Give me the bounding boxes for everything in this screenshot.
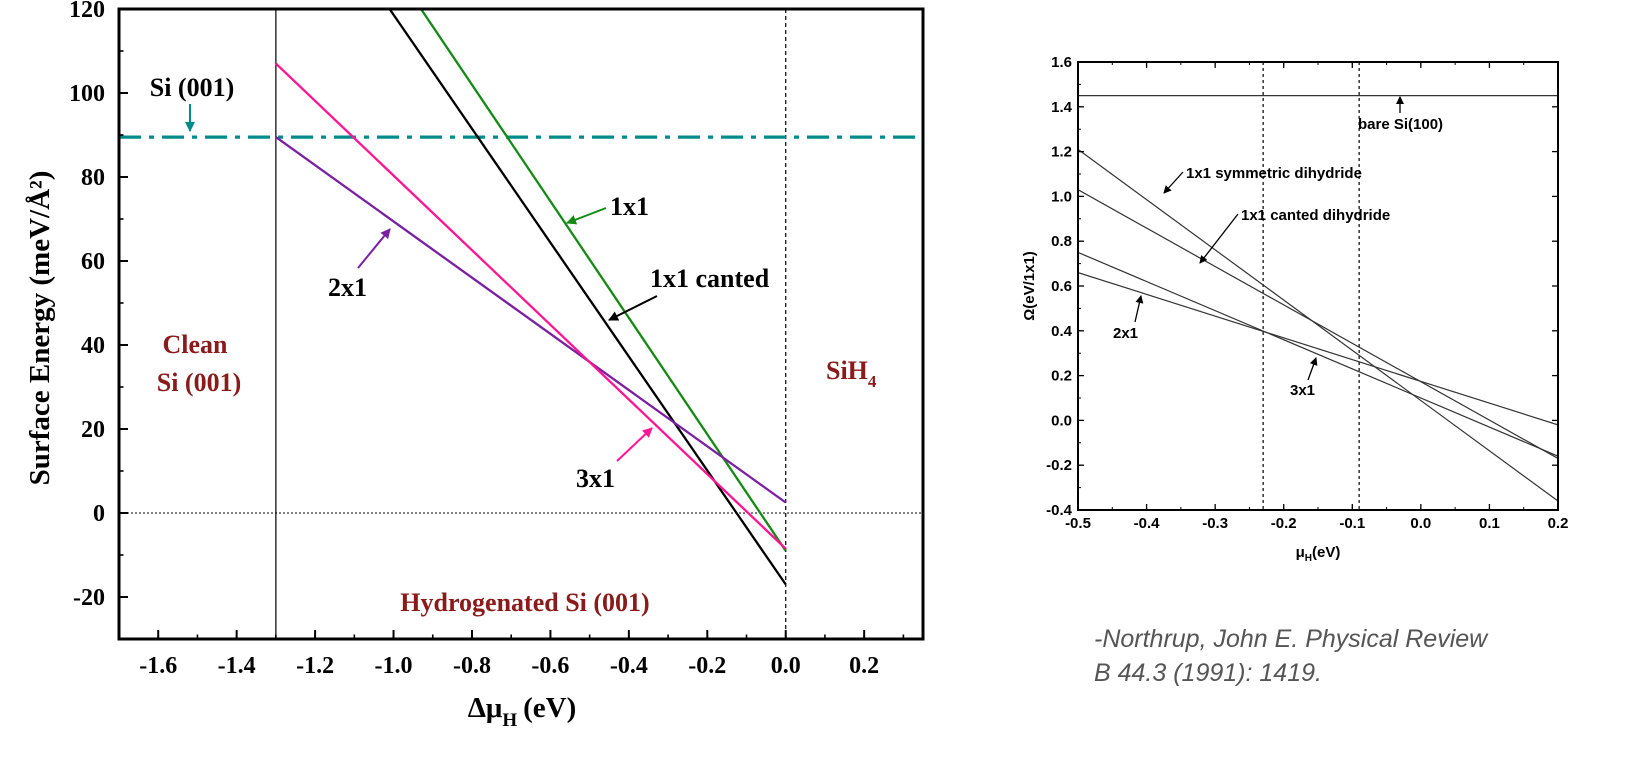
right-x-tick-label: -0.2 [1271,515,1297,532]
right-x-tick-label: -0.3 [1202,515,1228,532]
label-hydrogenated: Hydrogenated Si (001) [400,588,649,617]
left-y-tick-label: 20 [81,417,105,443]
label-3x1: 3x1 [576,464,615,493]
left-y-tick-label: -20 [73,585,105,611]
left-plot-frame [117,7,925,641]
right-x-tick-label: 0.1 [1479,515,1500,532]
arrow-right-3x1 [1307,357,1318,381]
left-y-tick-label: 80 [81,165,105,191]
label-1x1: 1x1 [610,192,649,221]
left-x-tick-label: 0.2 [849,653,879,679]
left-x-tick-label: -1.0 [375,653,413,679]
label-right-3x1: 3x1 [1290,382,1315,399]
label-clean: Clean [163,330,229,359]
label-bare-si100: bare Si(100) [1358,116,1443,133]
left-x-tick-label: -1.6 [139,653,177,679]
label-1x1-canted-dihydride: 1x1 canted dihydride [1241,207,1390,224]
left-x-tick-label: -1.2 [296,653,334,679]
left-y-tick-label: 40 [81,333,105,359]
right-series-2x1 [1078,272,1558,426]
left-y-tick-label: 100 [69,81,105,107]
arrow-1x1-canted-dihydride [1199,213,1239,264]
left-series-1x1-canted [388,9,787,586]
arrow-1x1-canted [608,295,658,321]
left-y-tick-label: 0 [93,501,105,527]
arrow-2x1 [357,228,391,269]
left-x-tick-label: -0.8 [453,653,491,679]
left-x-tick-label: -1.4 [218,653,256,679]
right-series-1x1-symmetric-dihydride [1078,148,1558,502]
label-right-2x1: 2x1 [1113,325,1138,342]
right-x-tick-label: -0.4 [1134,515,1161,532]
left-x-tick-label: -0.4 [610,653,648,679]
right-series-1x1-canted-dihydride [1078,189,1558,460]
right-y-tick-label: 1.6 [1051,54,1072,71]
right-y-tick-label: -0.2 [1046,457,1072,474]
arrow-1x1-symmetric [1163,171,1184,194]
arrow-right-2x1 [1134,295,1144,323]
left-series-1x1 [420,9,787,552]
right-x-tick-label: 0.0 [1410,515,1431,532]
citation-line-2: B 44.3 (1991): 1419. [1094,659,1322,687]
label-clean-si001: Si (001) [157,368,242,397]
label-2x1: 2x1 [328,273,367,302]
right-y-tick-label: 1.4 [1051,99,1073,116]
right-x-tick-label: -0.1 [1339,515,1365,532]
left-chart: -1.6 -1.4 -1.2 -1.0 -0.8 -0.6 -0.4 -0.2 0.0 0.2 -2… [24,0,925,731]
left-y-tick-label: 60 [81,249,105,275]
right-x-tick-label: 0.2 [1548,515,1569,532]
label-sih4: SiH4 [826,356,877,391]
left-series-3x1 [275,62,787,550]
right-x-tick-label: -0.5 [1065,515,1091,532]
left-x-axis-title: ΔμH (eV) [468,692,577,731]
right-y-tick-label: 0.2 [1051,368,1072,385]
right-y-tick-label: 0.0 [1051,412,1072,429]
left-x-tick-label: -0.6 [531,653,569,679]
left-x-tick-label: 0.0 [771,653,801,679]
right-y-tick-label: -0.4 [1046,502,1073,519]
label-1x1-canted: 1x1 canted [650,264,770,293]
right-y-tick-label: 1.0 [1051,188,1072,205]
right-y-axis-title: Ω(eV/1x1) [1021,251,1038,321]
right-x-axis-title: μH(eV) [1296,544,1341,564]
right-y-tick-label: 0.4 [1051,323,1073,340]
left-y-tick-label: 120 [69,0,105,23]
left-x-tick-label: -0.2 [688,653,726,679]
right-y-tick-label: 0.6 [1051,278,1072,295]
right-series-3x1 [1078,251,1558,457]
right-y-tick-label: 1.2 [1051,144,1072,161]
left-series-2x1 [275,136,787,504]
citation: -Northrup, John E. Physical Review B 44.… [1094,622,1614,690]
arrow-3x1 [616,427,653,462]
right-y-tick-label: 0.8 [1051,233,1072,250]
arrow-1x1 [566,207,607,225]
left-y-axis-title: Surface Energy (meV/Å²) [24,171,56,486]
right-chart: -0.5 -0.4 -0.3 -0.2 -0.1 0.0 0.1 0.2-0.4-0.20.0… [1021,54,1568,564]
right-plot-frame [1077,61,1559,511]
label-1x1-symmetric: 1x1 symmetric dihydride [1186,165,1362,182]
label-si001: Si (001) [150,73,235,102]
citation-line-1: -Northrup, John E. Physical Review [1094,625,1488,653]
